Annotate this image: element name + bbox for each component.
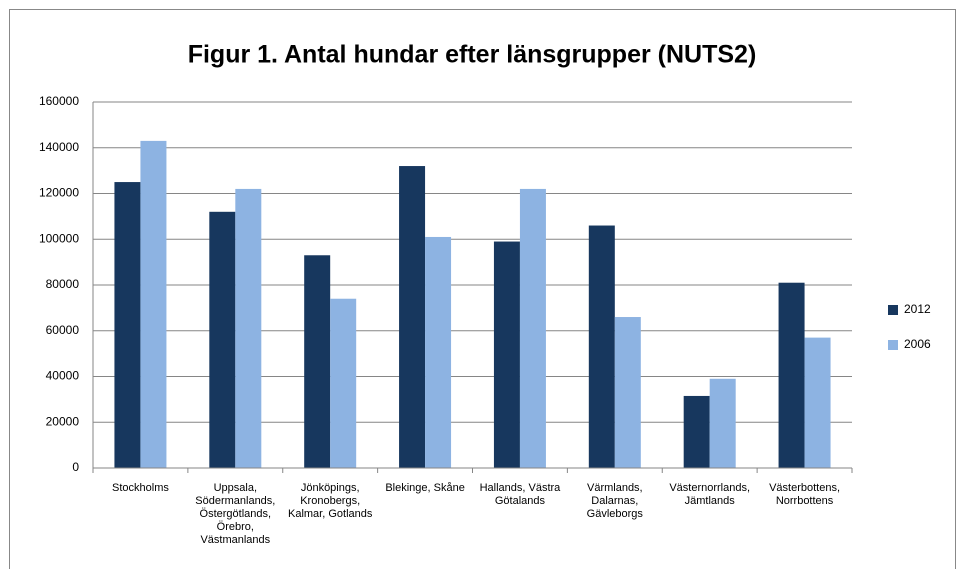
legend-swatch [888, 340, 898, 350]
y-tick-label: 80000 [46, 277, 80, 291]
legend-swatch [888, 305, 898, 315]
bar [588, 225, 615, 468]
y-tick-label: 0 [72, 460, 79, 474]
y-tick-label: 60000 [46, 323, 80, 337]
legend-label: 2006 [904, 337, 931, 351]
bar [425, 236, 452, 468]
y-tick-label: 20000 [46, 414, 80, 428]
x-tick-label: Västerbottens, Norrbottens [769, 482, 841, 507]
x-tick-label: Uppsala, Södermanlands, Östergötlands, Ö… [195, 482, 276, 546]
y-tick-label: 160000 [39, 94, 79, 108]
bar [399, 166, 426, 469]
chart-title: Figur 1. Antal hundar efter länsgrupper … [188, 41, 757, 69]
x-tick-label: Blekinge, Skåne [385, 482, 465, 494]
y-tick-label: 40000 [46, 369, 80, 383]
bar [709, 378, 736, 468]
legend-label: 2012 [904, 302, 931, 316]
chart-frame [9, 9, 956, 569]
bar [330, 298, 357, 468]
bar [493, 241, 520, 468]
bar [778, 282, 805, 468]
y-tick-label: 120000 [39, 186, 79, 200]
x-tick-label: Västernorrlands, Jämtlands [669, 482, 751, 507]
y-tick-label: 140000 [39, 140, 79, 154]
bar [804, 337, 831, 468]
x-tick-label: Värmlands, Dalarnas, Gävleborgs [586, 482, 643, 520]
bar [683, 395, 710, 468]
bar [519, 188, 546, 469]
y-tick-label: 100000 [39, 231, 79, 245]
bar [114, 182, 141, 468]
x-tick-label: Hallands, Västra Götalands [479, 482, 561, 507]
x-tick-label: Jönköpings, Kronobergs, Kalmar, Gotlands [288, 482, 373, 520]
bar [209, 211, 236, 469]
bar [614, 317, 641, 468]
bar [140, 140, 167, 468]
bar [235, 188, 262, 469]
bar [304, 255, 331, 468]
x-tick-label: Stockholms [112, 482, 169, 494]
